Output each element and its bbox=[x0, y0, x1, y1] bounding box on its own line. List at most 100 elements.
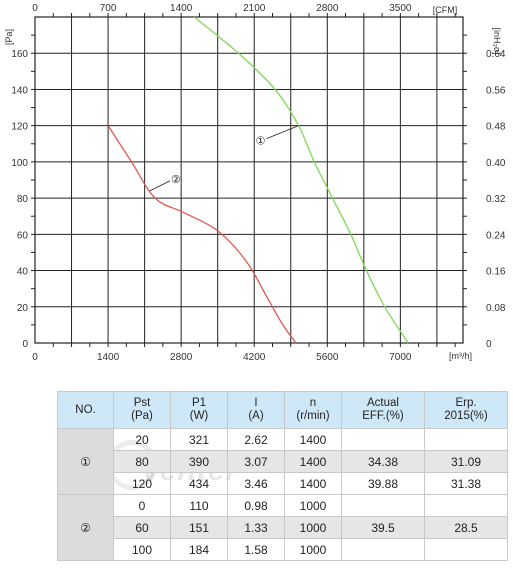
table-cell: 20 bbox=[113, 428, 171, 451]
y-tick-label-pa: 60 bbox=[17, 230, 29, 241]
performance-table: NO. Pst (Pa) P1 (W) I (A) n (r/min) Actual EFF.(%)… bbox=[57, 391, 508, 561]
header-text: Actual bbox=[367, 397, 399, 409]
header-text: Pst bbox=[133, 397, 151, 409]
x-tick-label-m3h: 5600 bbox=[316, 352, 339, 363]
table-row: 120 434 3.46 1400 39.88 31.38 bbox=[58, 472, 508, 495]
chart-grid bbox=[35, 17, 463, 343]
y-tick-label-inh2o: 0.56 bbox=[486, 85, 506, 96]
table-cell: 3.07 bbox=[227, 450, 285, 473]
x-tick-label-m3h: 4200 bbox=[243, 352, 266, 363]
table-cell: 151 bbox=[170, 516, 228, 539]
plot-frame bbox=[34, 16, 464, 344]
y-tick-label-pa: 0 bbox=[22, 339, 28, 350]
table-cell bbox=[424, 538, 508, 561]
series-1-leader-line bbox=[266, 125, 299, 140]
y-tick-label-inh2o: 0.64 bbox=[486, 49, 506, 60]
header-text: n bbox=[309, 397, 317, 409]
y-tick-label-inh2o: 0.32 bbox=[486, 194, 506, 205]
left-axis-unit-label: [Pa] bbox=[4, 29, 14, 45]
table-cell: 1000 bbox=[284, 494, 342, 517]
header-text: (Pa) bbox=[131, 410, 153, 422]
header-text: (A) bbox=[248, 410, 264, 422]
table-cell bbox=[424, 494, 508, 517]
series-2-leader-line bbox=[149, 180, 171, 192]
y-tick-label-inh2o: 0.16 bbox=[486, 267, 506, 278]
table-cell: 120 bbox=[113, 472, 171, 495]
axis-ticks bbox=[31, 13, 467, 347]
header-cell: Actual EFF.(%) bbox=[341, 391, 425, 429]
table-row: 80 390 3.07 1400 34.38 31.09 bbox=[58, 450, 508, 473]
header-text: I bbox=[254, 397, 258, 409]
y-tick-label-pa: 80 bbox=[17, 194, 29, 205]
table-cell: 28.5 bbox=[424, 516, 508, 539]
y-tick-label-inh2o: 0.24 bbox=[486, 230, 506, 241]
table-cell: 34.38 bbox=[341, 450, 425, 473]
bottom-axis-unit-label: [m³/h] bbox=[449, 351, 472, 361]
top-axis-unit-label: [CFM] bbox=[433, 5, 458, 15]
header-cell: NO. bbox=[57, 391, 114, 429]
table-cell: 1.33 bbox=[227, 516, 285, 539]
series-2-marker: ② bbox=[171, 174, 181, 186]
y-tick-label-inh2o: 0.08 bbox=[486, 303, 506, 314]
table-cell: 0.98 bbox=[227, 494, 285, 517]
header-cell: Erp. 2015(%) bbox=[424, 391, 508, 429]
x-tick-label-cfm: 1400 bbox=[170, 3, 193, 14]
table-cell bbox=[341, 494, 425, 517]
x-tick-label-m3h: 0 bbox=[32, 352, 38, 363]
table-cell: 31.09 bbox=[424, 450, 508, 473]
x-tick-label-m3h: 1400 bbox=[97, 352, 120, 363]
table-cell: 110 bbox=[170, 494, 228, 517]
header-cell: n (r/min) bbox=[284, 391, 342, 429]
header-text: EFF.(%) bbox=[362, 410, 404, 422]
table-row: 60 151 1.33 1000 39.5 28.5 bbox=[58, 516, 508, 539]
table-cell: 3.46 bbox=[227, 472, 285, 495]
table-cell: 60 bbox=[113, 516, 171, 539]
table-cell: 100 bbox=[113, 538, 171, 561]
table-cell: 1400 bbox=[284, 428, 342, 451]
table-body: ① 20 321 2.62 1400 80 390 3.07 1400 34.38 31.09 120… bbox=[57, 428, 508, 561]
table-cell: 434 bbox=[170, 472, 228, 495]
table-cell bbox=[424, 428, 508, 451]
table-cell: 1400 bbox=[284, 450, 342, 473]
x-tick-label-m3h: 2800 bbox=[170, 352, 193, 363]
y-tick-label-pa: 40 bbox=[17, 267, 29, 278]
table-cell: 0 bbox=[113, 494, 171, 517]
table-row: ① 20 321 2.62 1400 bbox=[57, 428, 508, 495]
table-cell: 390 bbox=[170, 450, 228, 473]
table-cell: 31.38 bbox=[424, 472, 508, 495]
x-tick-label-cfm: 2100 bbox=[243, 3, 266, 14]
y-tick-label-pa: 140 bbox=[11, 85, 28, 96]
table-header-row: NO. Pst (Pa) P1 (W) I (A) n (r/min) Actual EFF.(%)… bbox=[57, 391, 508, 429]
chart-curves: ①② bbox=[107, 16, 409, 344]
right-axis-unit-label: [inH₂o] bbox=[492, 27, 502, 54]
table-cell: 39.88 bbox=[341, 472, 425, 495]
x-tick-label-cfm: 2800 bbox=[316, 3, 339, 14]
x-tick-label-cfm: 3500 bbox=[389, 3, 412, 14]
header-cell: P1 (W) bbox=[170, 391, 228, 429]
header-text: P1 bbox=[191, 397, 207, 409]
y-tick-label-pa: 160 bbox=[11, 49, 28, 60]
y-tick-label-inh2o: 0.48 bbox=[486, 122, 506, 133]
y-tick-label-inh2o: 0.40 bbox=[486, 158, 506, 169]
x-tick-label-cfm: 700 bbox=[100, 3, 117, 14]
x-tick-label-cfm: 0 bbox=[32, 3, 38, 14]
table-cell bbox=[341, 428, 425, 451]
y-tick-label-pa: 120 bbox=[11, 122, 28, 133]
table-row: 100 184 1.58 1000 bbox=[58, 538, 508, 561]
table-cell: 1400 bbox=[284, 472, 342, 495]
table-cell: 1.58 bbox=[227, 538, 285, 561]
table-cell: 1000 bbox=[284, 516, 342, 539]
header-text: 2015(%) bbox=[444, 410, 488, 422]
table-cell: 80 bbox=[113, 450, 171, 473]
header-cell: Pst (Pa) bbox=[113, 391, 171, 429]
header-text: (r/min) bbox=[296, 410, 330, 422]
group-number-cell: ① bbox=[57, 428, 114, 495]
table-cell: 39.5 bbox=[341, 516, 425, 539]
header-text: NO. bbox=[75, 403, 96, 416]
table-cell: 2.62 bbox=[227, 428, 285, 451]
group-number-cell: ② bbox=[57, 494, 114, 561]
header-cell: I (A) bbox=[227, 391, 285, 429]
y-tick-label-inh2o: 0 bbox=[486, 339, 492, 350]
y-tick-label-pa: 20 bbox=[17, 303, 29, 314]
